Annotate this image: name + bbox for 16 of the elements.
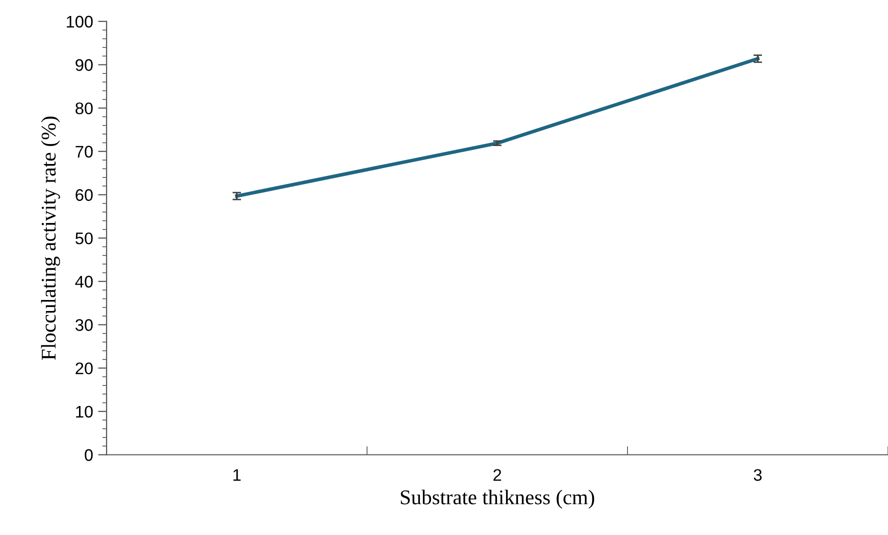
y-tick-label: 100 (66, 16, 93, 28)
y-tick-label: 30 (75, 319, 93, 331)
y-tick-label: 60 (76, 189, 93, 201)
x-tick-label: 3 (754, 469, 762, 481)
y-tick-label: 50 (75, 232, 93, 244)
y-tick-label: 0 (84, 449, 93, 461)
y-tick-label: 80 (76, 102, 93, 114)
y-tick-label: 90 (76, 59, 93, 71)
y-tick-label: 40 (75, 276, 93, 288)
y-axis-title: Flocculating activity rate (%) (41, 116, 60, 360)
x-axis-title: Substrate thikness (cm) (400, 490, 594, 509)
x-tick-label: 2 (493, 469, 502, 481)
x-tick-label: 1 (233, 469, 241, 481)
y-tick-label: 10 (76, 406, 93, 418)
y-tick-label: 70 (76, 146, 93, 158)
y-tick-label: 20 (76, 362, 93, 374)
